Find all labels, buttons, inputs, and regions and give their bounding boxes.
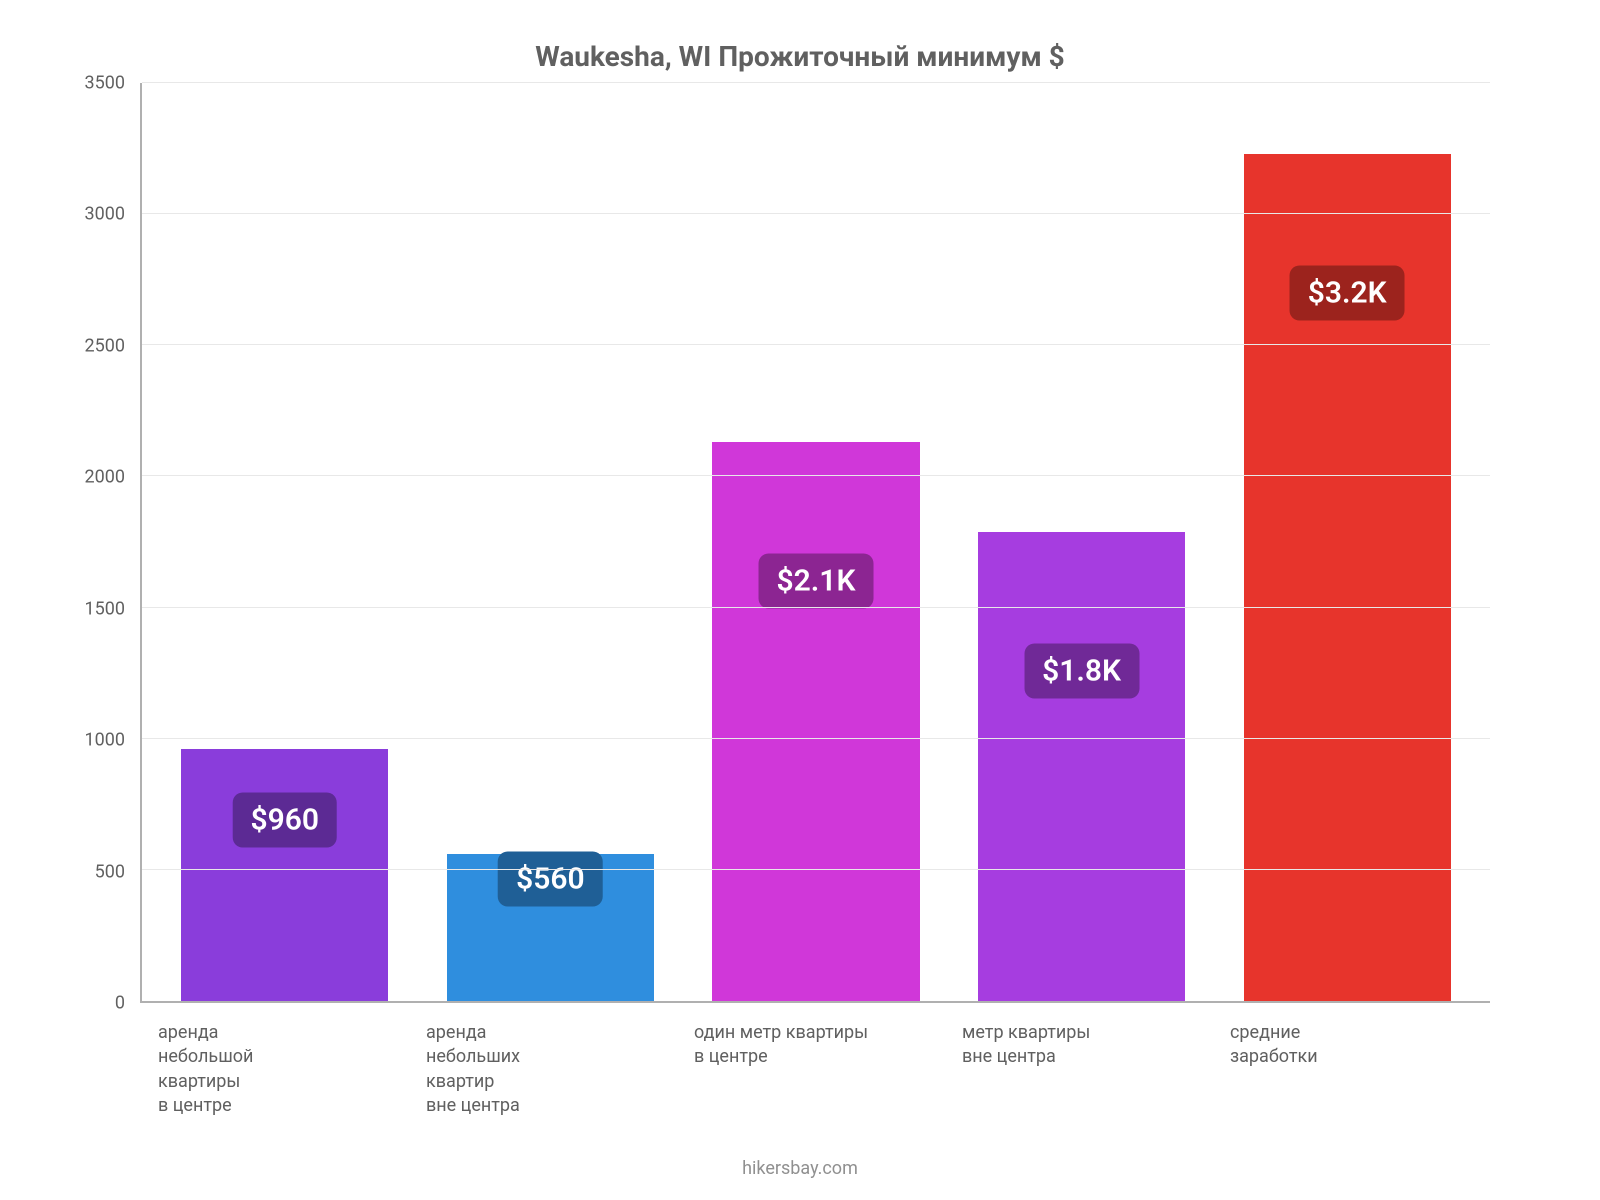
grid-line (142, 869, 1490, 870)
bars-container: $960 $560 $2.1K $1.8K $3.2K (142, 83, 1490, 1001)
bar-slot: $2.1K (683, 83, 949, 1001)
bar: $3.2K (1244, 154, 1451, 1001)
bar-slot: $3.2K (1214, 83, 1480, 1001)
bar-slot: $560 (418, 83, 684, 1001)
value-badge: $560 (498, 852, 603, 907)
y-tick-label: 0 (65, 993, 125, 1014)
y-tick-label: 2500 (65, 335, 125, 356)
bar: $960 (181, 749, 388, 1001)
x-axis-label: средние заработки (1222, 1021, 1490, 1118)
x-axis-labels: аренда небольшой квартиры в центреаренда… (140, 1003, 1500, 1118)
bar: $1.8K (978, 532, 1185, 1001)
y-tick-label: 500 (65, 861, 125, 882)
y-tick-label: 2000 (65, 467, 125, 488)
x-axis-label: метр квартиры вне центра (954, 1021, 1222, 1118)
grid-line (142, 344, 1490, 345)
y-axis: 0500100015002000250030003500 (65, 83, 125, 1003)
grid-line (142, 82, 1490, 83)
y-tick-label: 3000 (65, 204, 125, 225)
grid-line (142, 738, 1490, 739)
value-badge: $3.2K (1290, 265, 1405, 320)
grid-line (142, 213, 1490, 214)
bar-slot: $1.8K (949, 83, 1215, 1001)
chart-container: Waukesha, WI Прожиточный минимум $ 0 500 1… (0, 0, 1600, 1200)
bar: $560 (447, 854, 654, 1001)
grid-line (142, 607, 1490, 608)
grid-line (142, 475, 1490, 476)
x-axis-label: один метр квартиры в центре (686, 1021, 954, 1118)
value-badge: $1.8K (1024, 643, 1139, 698)
x-axis-label: аренда небольших квартир вне центра (418, 1021, 686, 1118)
plot: $960 $560 $2.1K $1.8K $3.2K (140, 83, 1490, 1003)
bar-slot: $960 (152, 83, 418, 1001)
x-axis-label: аренда небольшой квартиры в центре (150, 1021, 418, 1118)
y-tick-label: 3500 (65, 73, 125, 94)
value-badge: $2.1K (759, 554, 874, 609)
plot-area: 0500100015002000250030003500 $960$560$2.… (130, 83, 1500, 1003)
y-tick-label: 1000 (65, 730, 125, 751)
bar: $2.1K (712, 442, 919, 1001)
chart-title: Waukesha, WI Прожиточный минимум $ (100, 20, 1500, 83)
footer-attribution: hikersbay.com (100, 1118, 1500, 1179)
y-tick-label: 1500 (65, 598, 125, 619)
value-badge: $960 (233, 793, 338, 848)
